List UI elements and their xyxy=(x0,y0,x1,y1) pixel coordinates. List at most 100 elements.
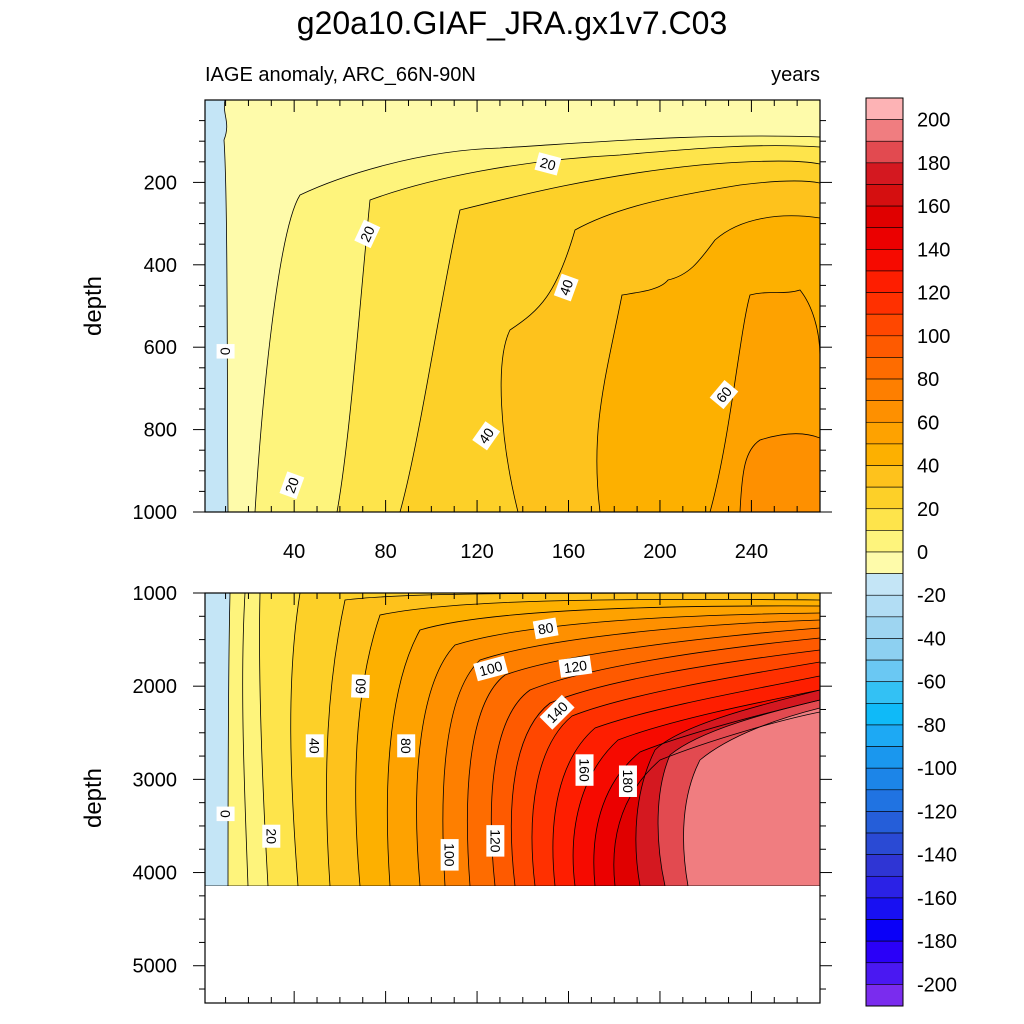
y-tick-label: 600 xyxy=(144,337,177,359)
colorbar-label: -60 xyxy=(917,672,946,694)
contour-label: 0 xyxy=(216,806,235,822)
contour-label-text: 0 xyxy=(218,810,234,818)
colorbar-label: 60 xyxy=(917,412,939,434)
x-tick-label: 120 xyxy=(460,541,493,563)
y-tick-label: 400 xyxy=(144,255,177,277)
colorbar-swatch xyxy=(865,227,904,250)
colorbar-swatch xyxy=(865,486,904,510)
colorbar-swatch xyxy=(865,162,904,185)
lower-y-axis-title: depth xyxy=(80,768,107,828)
contour-label-box xyxy=(397,734,416,758)
contour-label-box xyxy=(539,694,575,730)
contour-label-box xyxy=(440,839,459,871)
contour-label-text: 100 xyxy=(477,658,504,680)
colorbar-swatch xyxy=(865,508,904,531)
colorbar-swatch xyxy=(865,313,904,337)
contour-label: 20 xyxy=(279,471,305,500)
contour-label: 40 xyxy=(472,421,501,451)
colorbar-swatch xyxy=(865,962,904,985)
contour-label-box xyxy=(618,765,637,797)
colorbar-label: 40 xyxy=(917,456,939,478)
colorbar-swatch xyxy=(865,400,904,423)
colorbar-swatch xyxy=(865,854,904,877)
colorbar-swatch xyxy=(865,292,904,315)
contour-label-text: 0 xyxy=(218,347,234,355)
contour-label-text: 160 xyxy=(577,758,593,782)
contour-label: 120 xyxy=(558,655,593,678)
colorbar-label: 100 xyxy=(917,326,950,348)
colorbar-label: -40 xyxy=(917,628,946,650)
colorbar-swatch xyxy=(865,767,904,791)
colorbar-swatch xyxy=(865,443,904,466)
contour-label-box xyxy=(216,344,235,359)
colorbar-swatch xyxy=(865,638,904,661)
x-tick-label: 40 xyxy=(283,541,305,563)
contour-label: 20 xyxy=(534,152,562,176)
colorbar-swatch xyxy=(865,746,904,769)
y-tick-label: 200 xyxy=(144,172,177,194)
colorbar-swatch xyxy=(865,119,904,142)
figure-title: g20a10.GIAF_JRA.gx1v7.C03 xyxy=(297,5,727,41)
contour-label-text: 20 xyxy=(357,223,378,244)
y-tick-label: 3000 xyxy=(133,769,178,791)
contour-label-text: 20 xyxy=(538,154,557,174)
contour-label-box xyxy=(709,379,739,410)
colorbar-frame xyxy=(865,97,904,1007)
contour-label-box xyxy=(279,471,305,500)
colorbar-label: -180 xyxy=(917,931,957,953)
colorbar-swatch xyxy=(865,724,904,747)
y-tick-label: 1000 xyxy=(133,502,178,524)
colorbar-swatch xyxy=(865,919,904,942)
contour-label-box xyxy=(486,825,505,857)
left-string: IAGE anomaly, ARC_66N-90N xyxy=(205,64,476,86)
contour-label: 60 xyxy=(351,674,370,698)
x-tick-label: 160 xyxy=(552,541,585,563)
colorbar-swatch xyxy=(865,703,904,726)
contour-label-box xyxy=(262,824,281,848)
contour-label: 60 xyxy=(709,379,739,410)
contour-label-box xyxy=(558,655,593,678)
colorbar-swatch xyxy=(865,465,904,488)
y-tick-label: 2000 xyxy=(133,676,178,698)
colorbar-swatch xyxy=(865,984,904,1007)
colorbar-label: 180 xyxy=(917,153,950,175)
colorbar-swatch xyxy=(865,270,904,293)
colorbar-swatch xyxy=(865,551,904,574)
contour-label-text: 80 xyxy=(537,619,555,637)
colorbar-swatch xyxy=(865,659,904,683)
units-string: years xyxy=(771,64,820,86)
contour-label-text: 180 xyxy=(620,770,636,794)
x-tick-label: 240 xyxy=(735,541,768,563)
x-tick-label: 80 xyxy=(374,541,396,563)
contour-label: 160 xyxy=(575,754,594,786)
colorbar-swatch xyxy=(865,681,904,704)
contour-label-text: 20 xyxy=(263,828,279,844)
colorbar-swatch xyxy=(865,573,904,596)
colorbar-label: -100 xyxy=(917,758,957,780)
colorbar-swatch xyxy=(865,897,904,920)
contour-label-box xyxy=(534,152,562,176)
contour-label-text: 100 xyxy=(442,843,458,867)
contour-label-text: 80 xyxy=(398,738,414,754)
colorbar-swatch xyxy=(865,249,904,272)
upper-contour-labels: 20 20 40 0 60 40 20 xyxy=(216,152,739,500)
lower-plot-frame xyxy=(204,592,821,1004)
colorbar-label: 80 xyxy=(917,369,939,391)
contour-label-box xyxy=(575,754,594,786)
contour-label-box xyxy=(354,219,381,249)
contour-label-box xyxy=(553,273,579,302)
y-tick-label: 4000 xyxy=(133,863,178,885)
colorbar-swatch xyxy=(865,357,904,380)
colorbar-swatch xyxy=(865,140,904,164)
contour-label-box xyxy=(472,421,501,451)
contour-label-box xyxy=(473,655,509,682)
colorbar-swatch xyxy=(865,832,904,855)
upper-y-axis-title: depth xyxy=(80,276,107,336)
colorbar-label: 120 xyxy=(917,283,950,305)
contour-label: 0 xyxy=(216,344,235,359)
colorbar-swatch xyxy=(865,530,904,553)
